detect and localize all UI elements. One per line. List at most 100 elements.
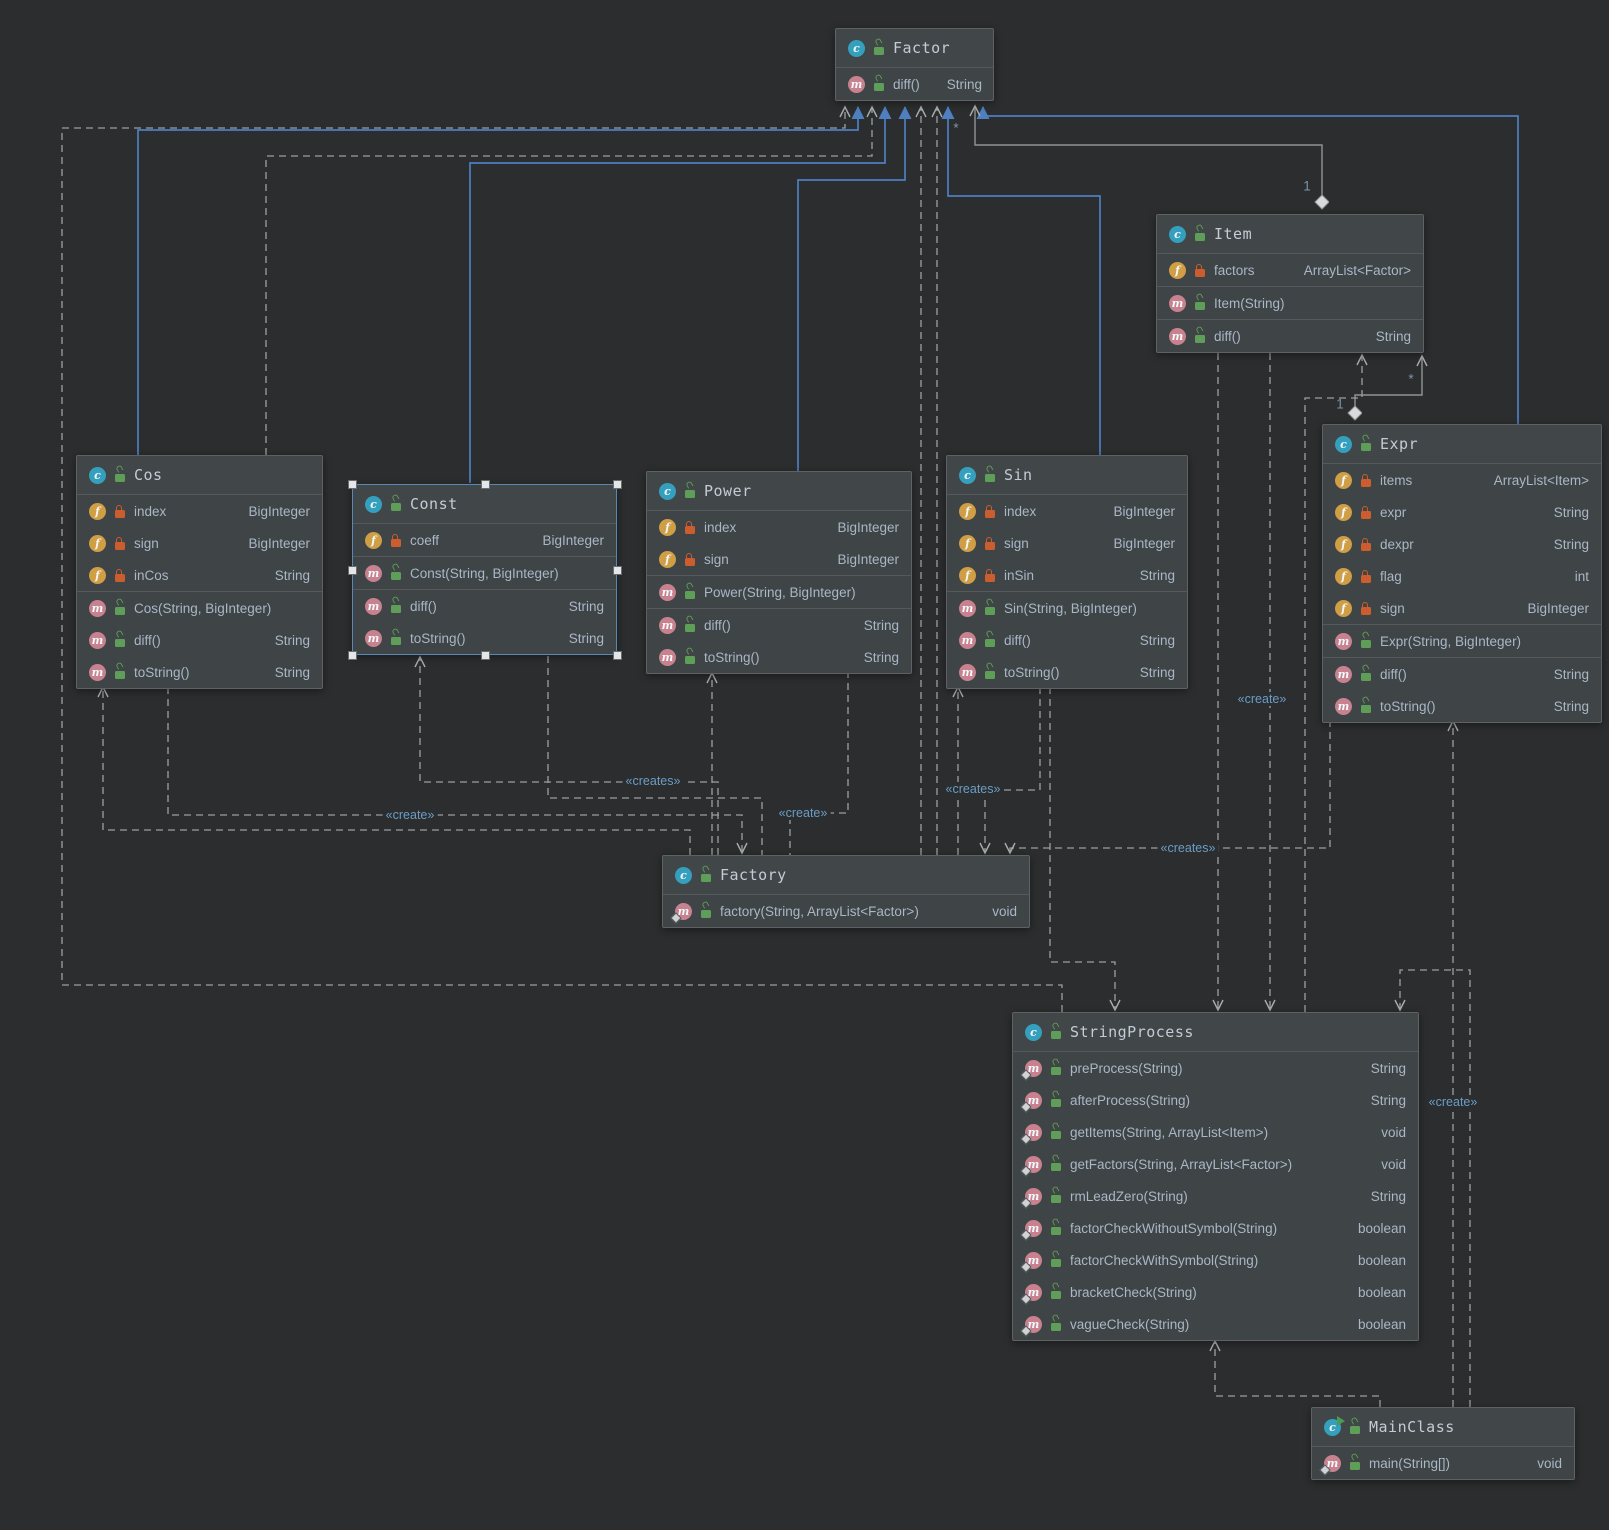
method-icon: m xyxy=(1020,1091,1042,1113)
field-row-incos[interactable]: f inCos String xyxy=(77,559,322,591)
class-header-const[interactable]: c Const xyxy=(353,485,616,524)
class-header-power[interactable]: c Power xyxy=(647,472,911,511)
method-row-vaguecheck-string[interactable]: m vagueCheck(String) boolean xyxy=(1013,1308,1418,1340)
public-lock-icon xyxy=(985,606,995,615)
class-box-item[interactable]: c Item f factors ArrayList<Factor> m Item(Stri… xyxy=(1156,214,1424,353)
selection-handle[interactable] xyxy=(613,651,622,660)
edge-sp-creates-item xyxy=(1304,353,1368,1012)
field-row-sign[interactable]: f sign BigInteger xyxy=(947,527,1187,559)
selection-handle[interactable] xyxy=(348,565,357,575)
public-lock-icon xyxy=(391,604,401,613)
class-box-sin[interactable]: c Sin f index BigInteger f sign BigInteger f inSi… xyxy=(946,455,1188,689)
class-box-expr[interactable]: c Expr f items ArrayList<Item> f expr String f de… xyxy=(1322,424,1602,723)
method-row-item-string[interactable]: m Item(String) xyxy=(1157,287,1423,319)
method-row-diff[interactable]: m diff() String xyxy=(1157,320,1423,352)
method-icon: m xyxy=(659,648,676,666)
method-row-tostring[interactable]: m toString() String xyxy=(647,641,911,673)
selection-handle[interactable] xyxy=(348,651,357,660)
member-section: f items ArrayList<Item> f expr String f dexpr St… xyxy=(1323,464,1601,624)
field-row-sign[interactable]: f sign BigInteger xyxy=(647,543,911,575)
member-section: m Sin(String, BigInteger) m diff() String m to… xyxy=(947,591,1187,688)
method-row-diff[interactable]: m diff() String xyxy=(353,590,616,622)
class-box-const[interactable]: c Const f coeff BigInteger m Const(String, Big… xyxy=(352,484,617,655)
selection-handle[interactable] xyxy=(480,480,490,489)
method-row-rmleadzero-string[interactable]: m rmLeadZero(String) String xyxy=(1013,1180,1418,1212)
class-box-factor[interactable]: c Factor m diff() String xyxy=(835,28,994,101)
class-header-expr[interactable]: c Expr xyxy=(1323,425,1601,464)
method-row-getitems-string-arraylist-item[interactable]: m getItems(String, ArrayList<Item>) void xyxy=(1013,1116,1418,1148)
class-header-mainclass[interactable]: c MainClass xyxy=(1312,1408,1574,1447)
method-row-tostring[interactable]: m toString() String xyxy=(947,656,1187,688)
field-row-factors[interactable]: f factors ArrayList<Factor> xyxy=(1157,254,1423,286)
member-name: Expr(String, BigInteger) xyxy=(1380,633,1522,649)
method-icon: m xyxy=(1335,697,1352,715)
method-row-const-string-biginteger[interactable]: m Const(String, BigInteger) xyxy=(353,557,616,589)
method-row-tostring[interactable]: m toString() String xyxy=(77,656,322,688)
method-row-factorcheckwithoutsymbol-string[interactable]: m factorCheckWithoutSymbol(String) boolean xyxy=(1013,1212,1418,1244)
method-row-preprocess-string[interactable]: m preProcess(String) String xyxy=(1013,1052,1418,1084)
method-row-tostring[interactable]: m toString() String xyxy=(1323,690,1601,722)
class-header-stringprocess[interactable]: c StringProcess xyxy=(1013,1013,1418,1052)
method-row-expr-string-biginteger[interactable]: m Expr(String, BigInteger) xyxy=(1323,625,1601,657)
method-icon: m xyxy=(1020,1123,1042,1145)
method-row-diff[interactable]: m diff() String xyxy=(647,609,911,641)
field-row-insin[interactable]: f inSin String xyxy=(947,559,1187,591)
field-row-dexpr[interactable]: f dexpr String xyxy=(1323,528,1601,560)
method-row-diff[interactable]: m diff() String xyxy=(77,624,322,656)
class-title: Sin xyxy=(1004,466,1033,484)
class-header-item[interactable]: c Item xyxy=(1157,215,1423,254)
class-icon: c xyxy=(659,482,676,500)
selection-handle[interactable] xyxy=(613,480,622,489)
method-row-diff[interactable]: m diff() String xyxy=(1323,658,1601,690)
method-row-sin-string-biginteger[interactable]: m Sin(String, BigInteger) xyxy=(947,592,1187,624)
class-box-stringprocess[interactable]: c StringProcess m preProcess(String) String m… xyxy=(1012,1012,1419,1341)
member-section: m Expr(String, BigInteger) xyxy=(1323,624,1601,657)
method-row-afterprocess-string[interactable]: m afterProcess(String) String xyxy=(1013,1084,1418,1116)
field-row-flag[interactable]: f flag int xyxy=(1323,560,1601,592)
class-box-mainclass[interactable]: c MainClass m main(String[]) void xyxy=(1311,1407,1575,1480)
field-icon: f xyxy=(659,518,676,536)
class-box-factory[interactable]: c Factory m factory(String, ArrayList<Facto… xyxy=(662,855,1030,928)
method-row-getfactors-string-arraylist-factor[interactable]: m getFactors(String, ArrayList<Factor>) vo… xyxy=(1013,1148,1418,1180)
field-row-sign[interactable]: f sign BigInteger xyxy=(77,527,322,559)
selection-handle[interactable] xyxy=(348,480,357,489)
method-row-main-string[interactable]: m main(String[]) void xyxy=(1312,1447,1574,1479)
public-lock-icon xyxy=(1195,334,1205,343)
method-row-diff[interactable]: m diff() String xyxy=(836,68,993,100)
method-row-tostring[interactable]: m toString() String xyxy=(353,622,616,654)
public-lock-icon xyxy=(1051,1098,1061,1107)
member-section: m diff() String m toString() String xyxy=(1323,657,1601,722)
field-icon: f xyxy=(1335,535,1352,553)
method-row-cos-string-biginteger[interactable]: m Cos(String, BigInteger) xyxy=(77,592,322,624)
member-type: BigInteger xyxy=(1113,535,1175,551)
member-type: String xyxy=(1553,698,1589,714)
field-row-items[interactable]: f items ArrayList<Item> xyxy=(1323,464,1601,496)
member-section: f index BigInteger f sign BigInteger xyxy=(647,511,911,575)
field-icon: f xyxy=(89,566,106,584)
member-section: m Cos(String, BigInteger) m diff() String m to… xyxy=(77,591,322,688)
class-box-power[interactable]: c Power f index BigInteger f sign BigInteger m Po… xyxy=(646,471,912,674)
method-row-bracketcheck-string[interactable]: m bracketCheck(String) boolean xyxy=(1013,1276,1418,1308)
class-header-sin[interactable]: c Sin xyxy=(947,456,1187,495)
field-row-index[interactable]: f index BigInteger xyxy=(947,495,1187,527)
field-row-expr[interactable]: f expr String xyxy=(1323,496,1601,528)
class-header-cos[interactable]: c Cos xyxy=(77,456,322,495)
field-row-index[interactable]: f index BigInteger xyxy=(647,511,911,543)
public-lock-icon xyxy=(391,636,401,645)
field-row-sign[interactable]: f sign BigInteger xyxy=(1323,592,1601,624)
class-box-cos[interactable]: c Cos f index BigInteger f sign BigInteger f inCo… xyxy=(76,455,323,689)
selection-handle[interactable] xyxy=(480,651,490,660)
field-row-coeff[interactable]: f coeff BigInteger xyxy=(353,524,616,556)
class-header-factory[interactable]: c Factory xyxy=(663,856,1029,895)
method-row-diff[interactable]: m diff() String xyxy=(947,624,1187,656)
method-row-factory-string-arraylist-factor[interactable]: m factory(String, ArrayList<Factor>) void xyxy=(663,895,1029,927)
selection-handle[interactable] xyxy=(613,565,622,575)
method-icon: m xyxy=(1335,665,1352,683)
class-header-factor[interactable]: c Factor xyxy=(836,29,993,68)
method-row-power-string-biginteger[interactable]: m Power(String, BigInteger) xyxy=(647,576,911,608)
field-row-index[interactable]: f index BigInteger xyxy=(77,495,322,527)
method-row-factorcheckwithsymbol-string[interactable]: m factorCheckWithSymbol(String) boolean xyxy=(1013,1244,1418,1276)
member-name: getFactors(String, ArrayList<Factor>) xyxy=(1070,1156,1293,1172)
member-name: diff() xyxy=(704,617,731,633)
